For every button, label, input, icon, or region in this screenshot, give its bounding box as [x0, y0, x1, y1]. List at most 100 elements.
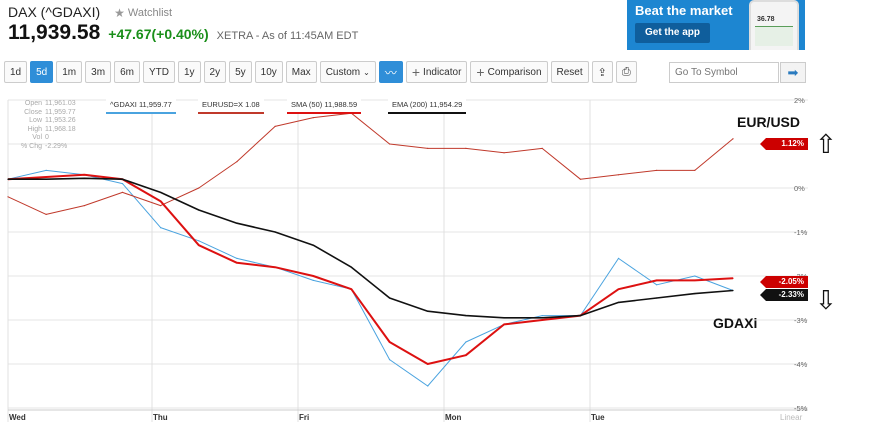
- go-arrow-button[interactable]: ➡: [780, 62, 806, 83]
- series-line-eurusd-point: [198, 187, 200, 189]
- arrow-right-icon: ➡: [787, 65, 799, 80]
- custom-range-dropdown[interactable]: Custom ⌄: [319, 61, 376, 83]
- y-tick-label: -1%: [794, 228, 808, 237]
- range-button-2y[interactable]: 2y: [203, 61, 227, 83]
- y-tick-label: 0%: [794, 184, 805, 193]
- series-line-gdaxi-point: [388, 359, 391, 361]
- up-arrow-icon: ⇧: [815, 129, 837, 159]
- series-line-gdaxi-point: [236, 257, 238, 259]
- series-line-sma-point: [694, 279, 696, 281]
- x-tick-label: Fri: [299, 413, 309, 422]
- line-chart-type-button[interactable]: 〰: [378, 61, 403, 83]
- y-tick-label: -4%: [794, 360, 808, 369]
- close-label: Close: [24, 108, 42, 116]
- x-tick-label: Tue: [591, 413, 605, 422]
- low-label: Low: [29, 117, 42, 125]
- series-line-gdaxi-point: [427, 385, 429, 387]
- legend-gdaxi[interactable]: ^GDAXI 11,959.77: [106, 98, 176, 114]
- series-line-sma-point: [274, 266, 276, 268]
- star-icon: ★: [114, 6, 125, 20]
- series-line-gdaxi-point: [121, 183, 124, 185]
- range-button-10y[interactable]: 10y: [254, 61, 283, 83]
- series-line-sma-point: [350, 288, 353, 290]
- series-line-eurusd-point: [427, 147, 429, 149]
- range-button-3m[interactable]: 3m: [85, 61, 112, 83]
- series-line-sma-point: [312, 275, 314, 277]
- series-line-ema-point: [579, 315, 581, 317]
- series-line-eurusd-point: [274, 125, 276, 127]
- series-line-ema-point: [274, 231, 276, 233]
- range-button-6m[interactable]: 6m: [114, 61, 140, 83]
- print-button[interactable]: ⎙: [615, 61, 637, 83]
- watchlist-button[interactable]: ★ Watchlist: [114, 6, 172, 20]
- get-app-button[interactable]: Get the app: [635, 23, 710, 43]
- ohlc-panel: Open 11,961.03 Close 11,959.77 Low 11,953.2…: [8, 100, 76, 152]
- series-line-gdaxi: [7, 169, 734, 387]
- chevron-down-icon: ⌄: [363, 67, 370, 77]
- series-line-ema-point: [160, 191, 162, 193]
- series-line-eurusd-point: [236, 161, 238, 163]
- range-button-5y[interactable]: 5y: [229, 61, 252, 83]
- phone-image: 36.78: [749, 0, 799, 50]
- badge-gdaxi: -2.33%: [760, 289, 808, 301]
- series-line-eurusd-point: [160, 205, 162, 207]
- app-ad-banner[interactable]: Beat the market Get the app 36.78: [627, 0, 805, 50]
- add-comparison-button[interactable]: + Comparison: [470, 61, 548, 83]
- series-line-eurusd-point: [388, 143, 391, 145]
- series-line-sma-point: [160, 200, 162, 202]
- y-tick-label: -3%: [794, 316, 808, 325]
- series-line-eurusd-point: [732, 138, 734, 140]
- ad-headline: Beat the market: [635, 3, 733, 18]
- range-button-1y[interactable]: 1y: [177, 61, 201, 83]
- open-value: 11,961.03: [45, 100, 76, 107]
- series-line-ema-point: [465, 315, 467, 317]
- legend-eurusd[interactable]: EURUSD=X 1.08: [198, 98, 264, 114]
- range-button-1m[interactable]: 1m: [56, 61, 83, 83]
- go-to-symbol-input[interactable]: [669, 62, 779, 83]
- legend-ema[interactable]: EMA (200) 11,954.29: [388, 98, 467, 114]
- range-button-ytd[interactable]: YTD: [142, 61, 175, 83]
- range-button-1d[interactable]: 1d: [4, 61, 28, 83]
- share-icon: ⇪: [597, 66, 607, 79]
- exchange-info: XETRA - As of 11:45AM EDT: [216, 30, 359, 42]
- series-line-eurusd-point: [694, 169, 696, 171]
- legend-sma[interactable]: SMA (50) 11,988.59: [287, 98, 362, 114]
- series-line-ema-point: [617, 301, 620, 303]
- badge-sma: -2.05%: [760, 276, 808, 288]
- series-line-sma-point: [236, 262, 238, 264]
- series-line-ema-point: [236, 222, 238, 224]
- share-button[interactable]: ⇪: [591, 61, 613, 83]
- watchlist-label: Watchlist: [127, 7, 173, 19]
- range-button-max[interactable]: Max: [285, 61, 317, 83]
- close-value: 11,959.77: [45, 108, 76, 116]
- low-value: 11,953.26: [45, 117, 76, 125]
- open-label: Open: [24, 100, 42, 107]
- add-indicator-button[interactable]: + Indicator: [405, 61, 468, 83]
- series-line-gdaxi-point: [45, 169, 47, 171]
- comparison-label: Comparison: [487, 66, 542, 78]
- quote-price: 11,939.58: [8, 21, 101, 44]
- phone-value: 36.78: [757, 16, 775, 23]
- plus-icon: +: [476, 64, 485, 80]
- series-line-sma-point: [656, 279, 658, 281]
- scale-label: Linear: [780, 413, 803, 422]
- range-button-5d[interactable]: 5d: [30, 61, 54, 83]
- quote-header: DAX (^GDAXI) ★ Watchlist 11,939.58 +47.6…: [8, 4, 358, 45]
- y-tick-label: -5%: [794, 404, 808, 413]
- series-line-gdaxi-point: [617, 257, 620, 259]
- series-line-gdaxi-point: [541, 315, 543, 317]
- print-icon: ⎙: [621, 65, 631, 78]
- series-line-eurusd-point: [121, 191, 124, 193]
- series-line-gdaxi-point: [312, 279, 314, 281]
- chart-grid: [7, 99, 808, 422]
- series-line-ema-point: [83, 177, 85, 179]
- series-line-ema-point: [541, 317, 543, 319]
- series-line-sma: [7, 173, 734, 365]
- series-line-ema: [8, 177, 734, 319]
- series-line-eurusd-point: [541, 147, 543, 149]
- reset-button[interactable]: Reset: [550, 61, 589, 83]
- series-line-eurusd-point: [45, 213, 47, 215]
- chg-value: -2.29%: [45, 142, 68, 150]
- series-line-sma-point: [427, 363, 429, 365]
